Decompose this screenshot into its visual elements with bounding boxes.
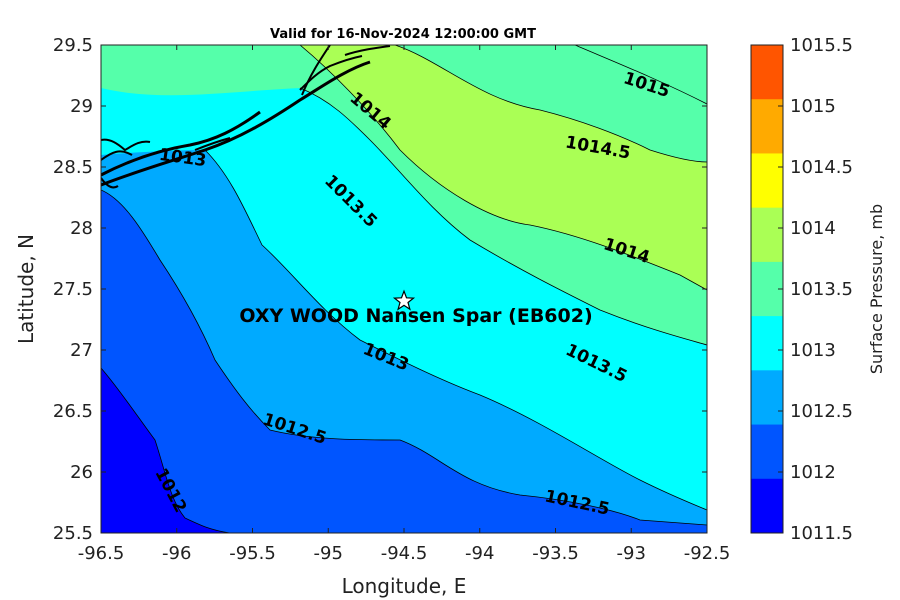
colorbar-tick-label: 1015.5 — [790, 35, 853, 56]
band-1012-1012.5 — [101, 190, 707, 533]
y-tick-label: 25.5 — [53, 523, 93, 544]
station-label: OXY WOOD Nansen Spar (EB602) — [239, 305, 592, 327]
colorbar-tick-label: 1014.5 — [790, 157, 853, 178]
colorbar-swatch — [751, 316, 783, 371]
x-tick-label: -96 — [162, 543, 191, 564]
colorbar-tick-label: 1012.5 — [790, 401, 853, 422]
chart-title: Valid for 16-Nov-2024 12:00:00 GMT — [270, 27, 536, 42]
x-axis: -96.5 -96 -95.5 -95 -94.5 -94 -93.5 -93 -92.5 — [78, 45, 731, 564]
x-tick-label: -94.5 — [381, 543, 428, 564]
x-tick-label: -93.5 — [532, 543, 579, 564]
colorbar-tick-label: 1014 — [790, 218, 836, 239]
colorbar: 1015.5 1015 1014.5 1014 1013.5 1013 1012.5 1012… — [750, 35, 853, 544]
y-tick-label: 29.5 — [53, 35, 93, 56]
y-tick-label: 27 — [70, 340, 93, 361]
colorbar-swatch — [751, 261, 783, 317]
colorbar-tick-label: 1013 — [790, 340, 836, 361]
y-axis: 29.5 29 28.5 28 27.5 27 26.5 26 25.5 — [53, 35, 707, 544]
colorbar-tick-label: 1013.5 — [790, 279, 853, 300]
y-tick-label: 26.5 — [53, 401, 93, 422]
colorbar-tick-label: 1015 — [790, 96, 836, 117]
colorbar-swatch — [751, 153, 783, 209]
x-tick-label: -95 — [314, 543, 343, 564]
colorbar-swatch — [751, 45, 783, 100]
star-icon — [392, 289, 416, 311]
x-axis-label: Longitude, E — [342, 574, 467, 598]
station-marker[interactable] — [392, 289, 416, 311]
colorbar-swatch — [751, 478, 783, 534]
y-tick-label: 27.5 — [53, 279, 93, 300]
colorbar-label: Surface Pressure, mb — [867, 204, 886, 374]
colorbar-swatch — [751, 207, 783, 263]
x-tick-label: -96.5 — [78, 543, 125, 564]
band-1014-1014.5 — [300, 45, 707, 290]
colorbar-tick-label: 1011.5 — [790, 523, 853, 544]
x-tick-label: -93 — [617, 543, 646, 564]
x-tick-label: -94 — [465, 543, 494, 564]
y-tick-label: 28.5 — [53, 157, 93, 178]
x-tick-label: -95.5 — [229, 543, 276, 564]
band-1011.5-1012 — [101, 368, 230, 533]
colorbar-swatch — [751, 424, 783, 480]
contour-lines — [101, 45, 707, 533]
colorbar-swatch — [751, 99, 783, 154]
y-tick-label: 28 — [70, 218, 93, 239]
y-axis-label: Latitude, N — [14, 234, 38, 344]
y-tick-label: 26 — [70, 462, 93, 483]
colorbar-swatch — [751, 370, 783, 426]
y-tick-label: 29 — [70, 96, 93, 117]
colorbar-tick-label: 1012 — [790, 462, 836, 483]
coastline — [101, 45, 391, 189]
x-tick-label: -92.5 — [684, 543, 731, 564]
pressure-contour-map — [101, 45, 707, 533]
